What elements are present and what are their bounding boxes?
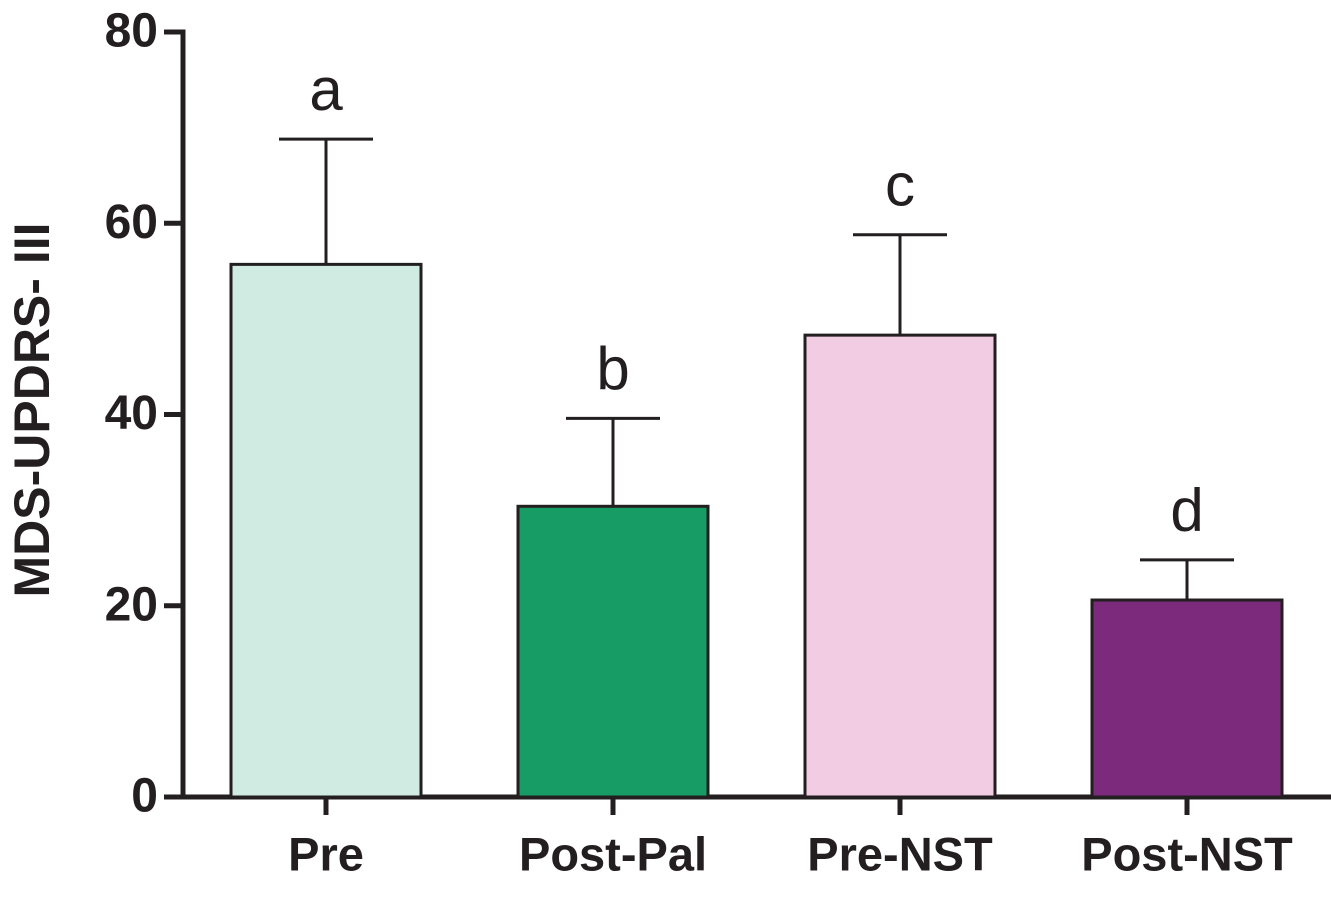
annotation: a: [309, 56, 343, 123]
bar: [1090, 598, 1284, 799]
bar: [516, 504, 710, 799]
annotation: b: [596, 335, 629, 402]
y-tick-label: 0: [131, 770, 158, 823]
x-tick-label: Post-Pal: [519, 827, 707, 880]
bar: [803, 333, 997, 799]
y-tick-label: 40: [105, 387, 158, 440]
annotation: c: [885, 152, 915, 219]
bar: [229, 262, 423, 799]
x-tick-label: Post-NST: [1081, 827, 1293, 880]
annotation: d: [1170, 477, 1203, 544]
x-tick-label: Pre-NST: [807, 827, 993, 880]
y-tick-label: 60: [105, 196, 158, 249]
y-tick-label: 80: [105, 5, 158, 58]
x-tick-label: Pre: [288, 827, 364, 880]
y-tick-label: 20: [105, 578, 158, 631]
y-axis-label: MDS-UPDRS- III: [4, 223, 60, 598]
